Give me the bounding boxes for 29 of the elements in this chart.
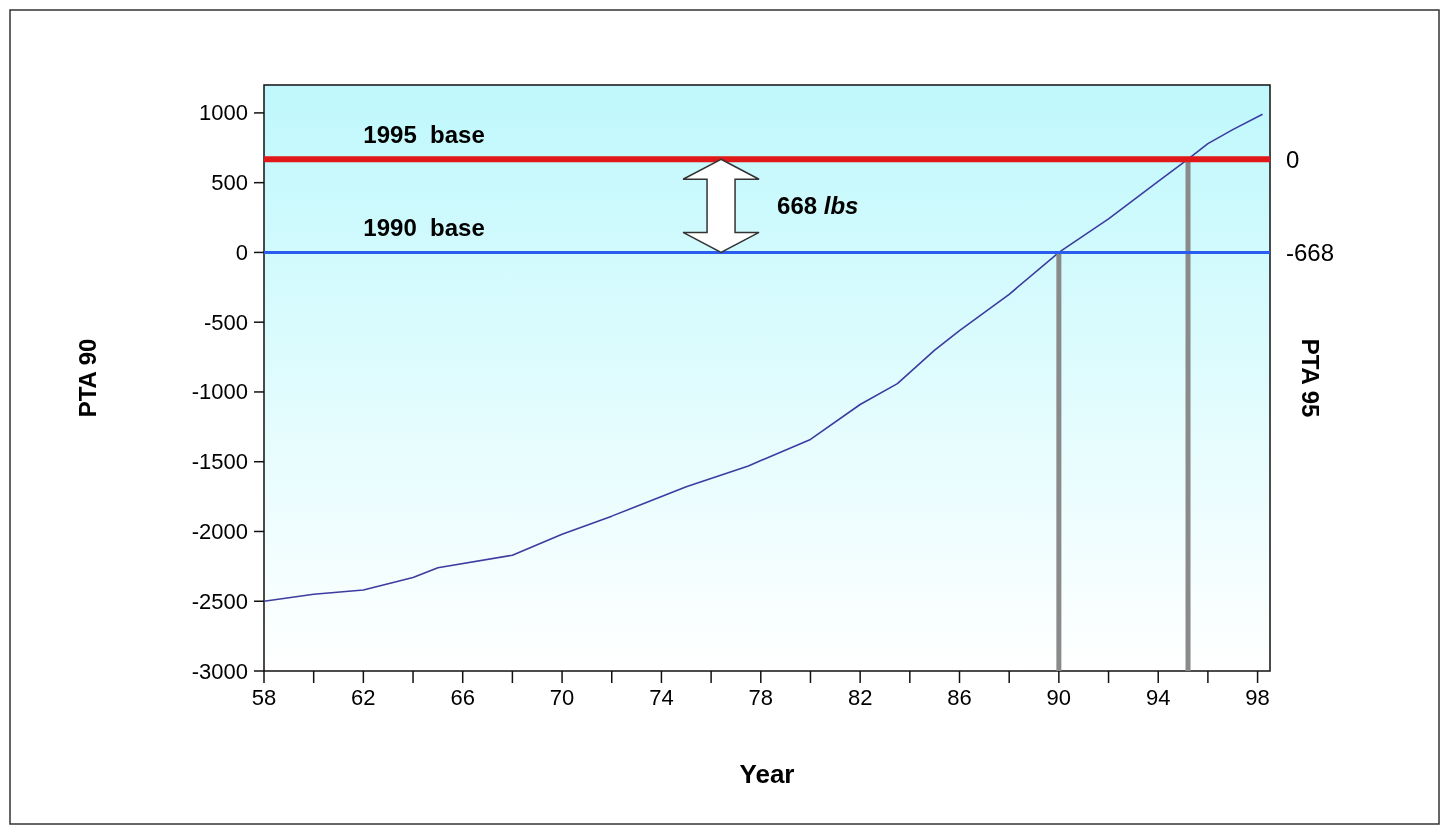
x-tick-label: 94 <box>1145 685 1171 710</box>
y-tick-label: -500 <box>203 309 248 335</box>
x-tick-label: 82 <box>847 685 873 710</box>
x-tick-label: 78 <box>748 685 774 710</box>
x-tick-label: 90 <box>1046 685 1072 710</box>
line-series <box>263 113 1264 603</box>
ref-line-label: 1995 base <box>363 121 485 149</box>
y-tick-label: -2000 <box>191 518 248 544</box>
ref-line-label: 1990 base <box>363 214 485 242</box>
x-tick-label: 58 <box>251 685 277 710</box>
y2-axis-title: PTA 95 <box>1297 338 1324 418</box>
x-tick-label: 98 <box>1245 685 1270 710</box>
y-tick-label: -2500 <box>191 588 248 614</box>
y-tick-label: 500 <box>211 170 248 196</box>
y-tick-label: 1000 <box>199 100 248 126</box>
y-tick-label: -1500 <box>191 449 248 475</box>
y-tick-label: -3000 <box>191 658 248 684</box>
y-tick-label: -1000 <box>191 379 248 405</box>
x-axis-title: Year <box>739 759 795 789</box>
x-tick-label: 62 <box>351 685 376 710</box>
x-tick-label: 74 <box>649 685 674 710</box>
y-tick-label: 0 <box>235 239 248 265</box>
y2-tick-label: -668 <box>1286 238 1335 266</box>
x-tick-label: 66 <box>450 685 475 710</box>
annotation: 668 lbs <box>777 191 859 219</box>
x-tick-label: 70 <box>549 685 575 710</box>
y-axis-title: PTA 90 <box>74 338 101 418</box>
x-tick-label: 86 <box>947 685 972 710</box>
y2-tick-label: 0 <box>1286 145 1300 173</box>
